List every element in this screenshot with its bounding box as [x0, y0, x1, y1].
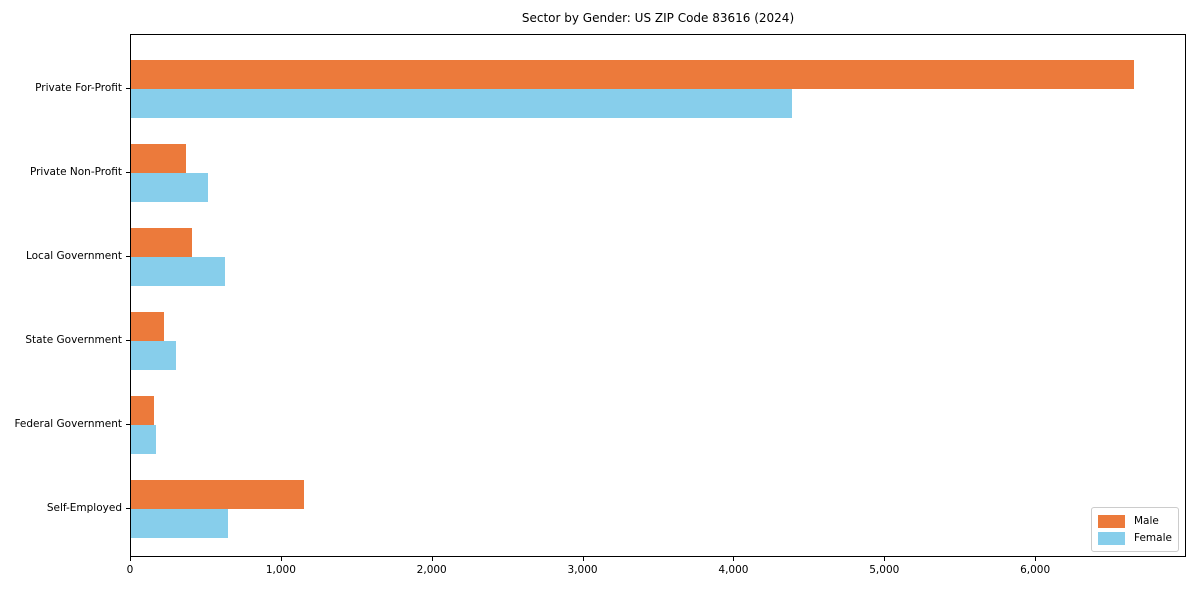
- plot-area: [130, 34, 1186, 557]
- x-axis-tick-label: 1,000: [265, 564, 296, 576]
- bar-male-3: [131, 312, 165, 341]
- bar-male-2: [131, 228, 193, 257]
- y-axis-tick: [126, 256, 130, 257]
- x-axis-tick: [431, 557, 433, 561]
- bar-male-0: [131, 60, 1135, 89]
- y-axis-category-label: Private Non-Profit: [29, 166, 122, 178]
- bar-female-2: [131, 257, 226, 286]
- x-axis-tick: [280, 557, 282, 561]
- legend-label-female: Female: [1134, 531, 1172, 544]
- x-axis-tick-label: 4,000: [718, 564, 749, 576]
- x-axis-tick-label: 3,000: [567, 564, 598, 576]
- bar-male-1: [131, 144, 187, 173]
- x-axis-tick-label: 6,000: [1020, 564, 1051, 576]
- y-axis-tick: [126, 88, 130, 89]
- x-axis-tick-label: 2,000: [416, 564, 447, 576]
- y-axis-tick: [126, 424, 130, 425]
- x-axis-tick: [1035, 557, 1037, 561]
- legend-label-male: Male: [1134, 514, 1159, 527]
- y-axis-tick: [126, 508, 130, 509]
- y-axis-category-label: Self-Employed: [46, 502, 122, 514]
- x-axis-tick: [733, 557, 735, 561]
- female-series-swatch: [1098, 531, 1125, 545]
- bar-female-1: [131, 173, 208, 202]
- x-axis-tick-label: 0: [126, 564, 134, 576]
- bar-female-3: [131, 341, 176, 370]
- y-axis-tick: [126, 340, 130, 341]
- legend-entry-male: Male: [1098, 514, 1172, 528]
- bar-male-4: [131, 396, 154, 425]
- legend-entry-female: Female: [1098, 531, 1172, 545]
- x-axis-tick: [130, 557, 131, 561]
- x-axis-tick: [582, 557, 584, 561]
- male-series-swatch: [1098, 514, 1125, 528]
- x-axis-tick-label: 5,000: [869, 564, 900, 576]
- y-axis-category-label: Private For-Profit: [35, 82, 122, 94]
- y-axis-category-label: Local Government: [25, 250, 122, 262]
- y-axis-category-label: Federal Government: [14, 418, 122, 430]
- bar-female-4: [131, 425, 156, 454]
- x-axis-tick: [884, 557, 886, 561]
- y-axis-tick: [126, 172, 130, 173]
- legend: Male Female: [1091, 507, 1179, 552]
- y-axis-category-label: State Government: [25, 334, 122, 346]
- bar-male-5: [131, 480, 304, 509]
- bar-female-5: [131, 509, 229, 538]
- bar-female-0: [131, 89, 792, 118]
- chart-title: Sector by Gender: US ZIP Code 83616 (202…: [521, 11, 795, 25]
